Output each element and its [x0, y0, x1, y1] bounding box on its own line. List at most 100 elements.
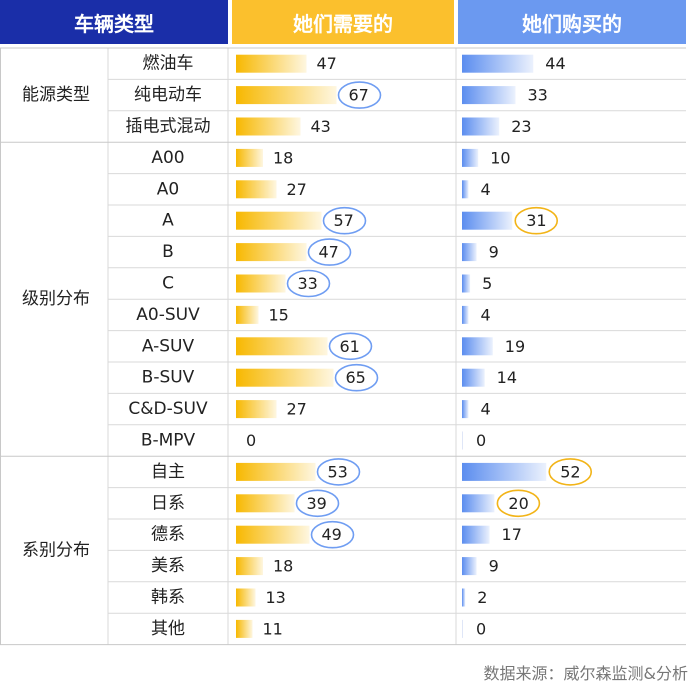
value-label-needed: 57 [334, 211, 354, 230]
bar-purchased [462, 180, 469, 199]
bar-purchased [462, 462, 547, 481]
bar-needed [236, 400, 277, 419]
bar-purchased [462, 148, 479, 167]
value-label-purchased: 19 [505, 337, 525, 356]
value-label-needed: 15 [269, 305, 289, 324]
category-label: 其他 [151, 619, 185, 639]
value-label-purchased: 14 [497, 368, 517, 387]
header-purchased: 她们购买的 [458, 0, 686, 44]
category-label: B [162, 242, 174, 262]
value-label-purchased: 31 [526, 211, 546, 230]
bar-purchased [462, 117, 500, 136]
header-needed-label: 她们需要的 [293, 11, 393, 36]
bar-needed [236, 494, 295, 513]
bar-needed [236, 619, 253, 638]
header-needed: 她们需要的 [232, 0, 454, 44]
category-label: 德系 [151, 525, 185, 545]
bar-purchased [462, 243, 477, 262]
bar-purchased [462, 305, 469, 324]
bar-purchased [462, 494, 495, 513]
bar-needed [236, 274, 286, 293]
category-label: 日系 [151, 493, 185, 513]
data-source: 数据来源：威尔森监测&分析 [483, 664, 688, 683]
bar-purchased [462, 211, 513, 230]
bar-purchased [462, 588, 466, 607]
group-label: 能源类型 [22, 85, 90, 105]
highlight-circle-purchased [496, 489, 541, 518]
highlight-circle-needed [310, 520, 355, 549]
bar-needed [236, 462, 316, 481]
bar-purchased [462, 86, 516, 105]
category-label: A00 [151, 148, 184, 168]
highlight-circle-needed [328, 332, 373, 361]
category-label: 自主 [151, 462, 185, 482]
value-label-needed: 27 [287, 400, 307, 419]
header-vehicle-type: 车辆类型 [0, 0, 228, 44]
category-label: A [162, 211, 174, 231]
value-label-purchased: 9 [489, 243, 499, 262]
highlight-circle-needed [316, 458, 361, 486]
category-label: A0-SUV [136, 305, 200, 325]
category-label: 纯电动车 [134, 85, 202, 105]
value-label-needed: 65 [346, 368, 366, 387]
bar-needed [236, 117, 301, 136]
group-label: 系别分布 [22, 540, 90, 560]
category-label: B-SUV [142, 368, 195, 388]
category-label: C&D-SUV [128, 399, 208, 419]
value-label-purchased: 9 [489, 557, 499, 576]
value-label-purchased: 33 [527, 86, 547, 105]
highlight-circle-needed [286, 269, 331, 298]
value-label-purchased: 23 [511, 117, 531, 136]
bar-purchased [462, 274, 471, 293]
value-label-needed: 53 [328, 462, 348, 481]
value-label-needed: 39 [307, 494, 327, 513]
bar-needed [236, 588, 256, 607]
highlight-circle-needed [337, 81, 382, 109]
value-label-purchased: 4 [480, 305, 490, 324]
value-label-needed: 67 [349, 86, 369, 105]
bar-needed [236, 305, 259, 324]
category-label: A0 [157, 179, 179, 199]
value-label-purchased: 52 [560, 462, 580, 481]
value-label-needed: 43 [311, 117, 331, 136]
value-label-needed: 61 [340, 337, 360, 356]
highlight-circle-needed [295, 489, 340, 518]
bar-purchased [462, 368, 485, 387]
value-label-needed: 47 [319, 243, 339, 262]
category-label: 韩系 [151, 588, 185, 608]
value-label-purchased: 0 [476, 431, 486, 450]
category-label: 插电式混动 [126, 117, 211, 137]
bar-needed [236, 148, 263, 167]
bar-needed [236, 337, 328, 356]
bar-purchased [462, 431, 463, 450]
value-label-needed: 11 [263, 619, 283, 638]
header-vehicle-type-label: 车辆类型 [74, 11, 154, 36]
category-label: 美系 [151, 556, 185, 576]
bar-needed [236, 243, 307, 262]
bar-needed [236, 54, 307, 73]
highlight-circle-purchased [548, 458, 593, 486]
bar-needed [236, 557, 263, 576]
category-label: B-MPV [141, 431, 196, 451]
group-label: 级别分布 [22, 289, 90, 309]
value-label-purchased: 44 [545, 54, 565, 73]
bar-purchased [462, 525, 490, 544]
bar-purchased [462, 400, 469, 419]
category-label: C [162, 274, 174, 294]
bar-needed [236, 525, 310, 544]
header-purchased-label: 她们购买的 [522, 11, 622, 36]
value-label-needed: 0 [246, 431, 256, 450]
highlight-circle-purchased [514, 206, 559, 235]
bar-needed [236, 211, 322, 230]
value-label-purchased: 4 [480, 400, 490, 419]
value-label-purchased: 2 [477, 588, 487, 607]
highlight-circle-needed [322, 206, 367, 235]
value-label-purchased: 4 [480, 180, 490, 199]
value-label-purchased: 17 [502, 525, 522, 544]
value-label-purchased: 10 [490, 148, 510, 167]
category-label: 燃油车 [143, 54, 194, 74]
value-label-purchased: 20 [508, 494, 528, 513]
bar-needed [236, 368, 334, 387]
value-label-needed: 27 [287, 180, 307, 199]
